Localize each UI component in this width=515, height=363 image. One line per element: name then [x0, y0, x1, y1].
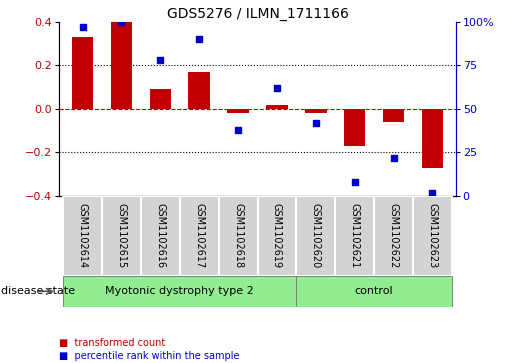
Bar [296, 196, 335, 276]
Bar [111, 22, 132, 109]
Point [428, 189, 437, 195]
Text: ■  percentile rank within the sample: ■ percentile rank within the sample [59, 351, 239, 361]
Text: disease state: disease state [1, 286, 75, 296]
Point [351, 179, 359, 185]
Bar [72, 37, 93, 109]
Bar [296, 276, 452, 307]
Point [312, 120, 320, 126]
Bar [188, 72, 210, 109]
Bar [219, 196, 258, 276]
Bar [63, 276, 296, 307]
Point [234, 127, 242, 133]
Bar [266, 105, 288, 109]
Bar [305, 109, 327, 113]
Text: GSM1102620: GSM1102620 [311, 203, 321, 269]
Bar [227, 109, 249, 113]
Point [117, 19, 126, 25]
Text: Myotonic dystrophy type 2: Myotonic dystrophy type 2 [106, 286, 254, 296]
Bar [422, 109, 443, 168]
Bar [102, 196, 141, 276]
Bar [344, 109, 365, 146]
Bar [141, 196, 180, 276]
Bar [413, 196, 452, 276]
Text: GSM1102618: GSM1102618 [233, 203, 243, 269]
Bar [335, 196, 374, 276]
Text: ■  transformed count: ■ transformed count [59, 338, 165, 348]
Text: GSM1102615: GSM1102615 [116, 203, 126, 269]
Point [195, 36, 203, 42]
Bar [258, 196, 296, 276]
Bar [150, 89, 171, 109]
Bar [63, 196, 102, 276]
Point [389, 155, 398, 160]
Text: GSM1102622: GSM1102622 [389, 203, 399, 269]
Bar [374, 196, 413, 276]
Text: GSM1102621: GSM1102621 [350, 203, 359, 269]
Point [78, 24, 87, 30]
Title: GDS5276 / ILMN_1711166: GDS5276 / ILMN_1711166 [166, 7, 349, 21]
Text: GSM1102619: GSM1102619 [272, 203, 282, 269]
Text: control: control [355, 286, 393, 296]
Text: GSM1102623: GSM1102623 [427, 203, 437, 269]
Text: GSM1102616: GSM1102616 [156, 203, 165, 269]
Bar [180, 196, 219, 276]
Text: GSM1102614: GSM1102614 [78, 203, 88, 269]
Point [273, 85, 281, 91]
Point [156, 57, 164, 63]
Text: GSM1102617: GSM1102617 [194, 203, 204, 269]
Bar [383, 109, 404, 122]
